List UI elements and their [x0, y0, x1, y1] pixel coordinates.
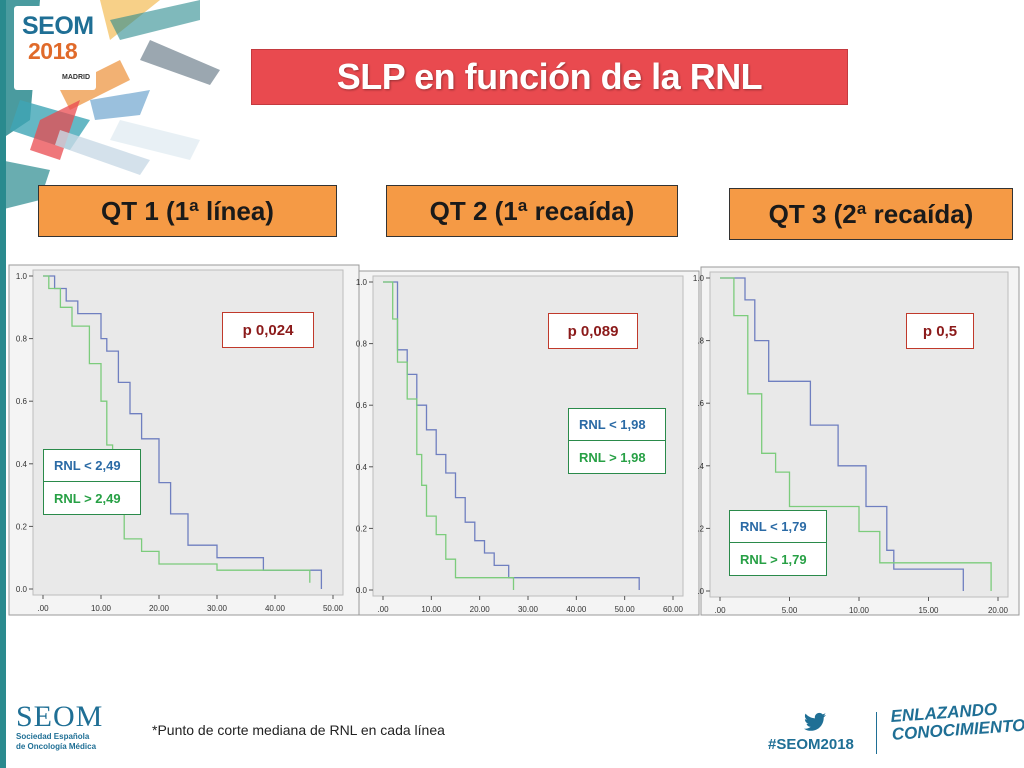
y-tick-label: 0.2 [16, 522, 28, 531]
panel-title-qt2: QT 2 (1ª recaída) [386, 185, 678, 237]
x-tick-label: 50.00 [323, 604, 344, 613]
seom-footer-sub1: Sociedad Española [16, 732, 90, 741]
x-tick-label: .00 [377, 605, 389, 614]
series-line-high [383, 281, 515, 590]
seom-footer-logo: SEOM Sociedad Española de Oncología Médi… [16, 702, 103, 752]
y-tick-label: .8 [697, 337, 704, 346]
y-tick-label: .6 [697, 399, 704, 408]
y-tick-label: .2 [697, 524, 704, 533]
series-line-high [720, 277, 992, 591]
panel-title-qt1-text: QT 1 (1ª línea) [101, 195, 274, 226]
series-line-low [383, 281, 640, 590]
y-tick-label: 0.6 [356, 401, 368, 410]
seom-2018-logo: SEOM 2018 MADRID [14, 6, 96, 90]
x-tick-label: 20.00 [988, 606, 1009, 615]
y-tick-label: 0.4 [16, 460, 28, 469]
y-tick-label: 0.2 [356, 524, 368, 533]
x-tick-label: 10.00 [849, 606, 870, 615]
slogan: ENLAZANDO CONOCIMIENTO [890, 699, 1024, 744]
legend-qt2: RNL < 1,98 RNL > 1,98 [568, 408, 666, 474]
seom-footer-sub2: de Oncología Médica [16, 742, 97, 751]
legend-qt3-high: RNL > 1,79 [740, 551, 807, 567]
slide-title: SLP en función de la RNL [336, 56, 763, 97]
y-tick-label: .4 [697, 462, 704, 471]
panel-title-qt2-text: QT 2 (1ª recaída) [429, 195, 635, 226]
x-tick-label: 30.00 [518, 605, 539, 614]
legend-qt2-low: RNL < 1,98 [569, 409, 665, 441]
y-tick-label: .0 [697, 587, 704, 596]
legend-qt1-low: RNL < 2,49 [44, 450, 140, 482]
logo-city-text: MADRID [62, 74, 90, 81]
footnote: *Punto de corte mediana de RNL en cada l… [152, 722, 445, 738]
panel-title-qt1: QT 1 (1ª línea) [38, 185, 337, 237]
x-tick-label: .00 [37, 604, 49, 613]
y-tick-label: 0.8 [356, 340, 368, 349]
p-value-qt3: p 0,5 [906, 313, 974, 349]
y-tick-label: 0.8 [16, 335, 28, 344]
panel-title-qt3: QT 3 (2ª recaída) [729, 188, 1013, 240]
y-tick-label: 1.0 [356, 278, 368, 287]
x-tick-label: 15.00 [918, 606, 939, 615]
x-tick-label: 30.00 [207, 604, 228, 613]
y-tick-label: 0.6 [16, 397, 28, 406]
y-tick-label: 0.4 [356, 463, 368, 472]
twitter-icon [804, 712, 826, 731]
hashtag: #SEOM2018 [768, 736, 854, 753]
x-tick-label: 10.00 [91, 604, 112, 613]
x-tick-label: 40.00 [265, 604, 286, 613]
y-tick-label: 1.0 [693, 274, 705, 283]
y-tick-label: 0.0 [356, 586, 368, 595]
y-tick-label: 1.0 [16, 272, 28, 281]
legend-qt3-low: RNL < 1,79 [730, 511, 826, 543]
panel-title-qt3-text: QT 3 (2ª recaída) [768, 198, 974, 229]
logo-seom-text: SEOM [22, 12, 94, 40]
legend-qt1-high: RNL > 2,49 [54, 490, 121, 506]
x-tick-label: 20.00 [149, 604, 170, 613]
x-tick-label: 60.00 [663, 605, 684, 614]
x-tick-label: 20.00 [470, 605, 491, 614]
series-line-low [43, 275, 323, 589]
y-tick-label: 0.0 [16, 585, 28, 594]
x-tick-label: 10.00 [421, 605, 442, 614]
footer-divider [876, 712, 877, 754]
seom-footer-name: SEOM [16, 700, 104, 733]
x-tick-label: .00 [714, 606, 726, 615]
x-tick-label: 40.00 [566, 605, 587, 614]
p-value-qt1: p 0,024 [222, 312, 314, 348]
x-tick-label: 50.00 [615, 605, 636, 614]
logo-year-text: 2018 [28, 38, 78, 64]
p-value-qt2: p 0,089 [548, 313, 638, 349]
series-line-low [720, 277, 964, 591]
legend-qt1: RNL < 2,49 RNL > 2,49 [43, 449, 141, 515]
legend-qt2-high: RNL > 1,98 [579, 449, 646, 465]
legend-qt3: RNL < 1,79 RNL > 1,79 [729, 510, 827, 576]
series-line-high [43, 275, 311, 583]
slide-title-banner: SLP en función de la RNL [251, 49, 848, 105]
left-accent-bar [0, 0, 6, 768]
x-tick-label: 5.00 [782, 606, 798, 615]
